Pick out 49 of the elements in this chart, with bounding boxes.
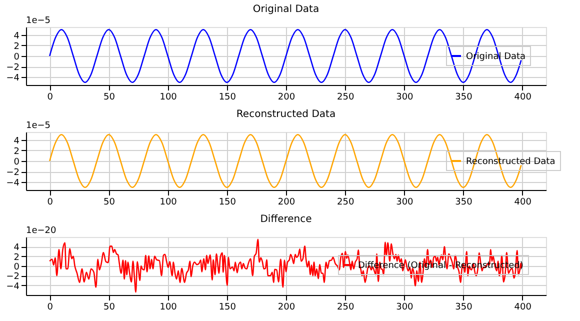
y-tick-label: 0: [14, 158, 20, 168]
y-tick-label: −2: [6, 168, 20, 178]
x-tick-label: 250: [336, 198, 354, 208]
chart-title: Reconstructed Data: [236, 109, 336, 120]
y-tick-label: −4: [6, 74, 20, 84]
x-tick-label: 200: [278, 198, 296, 208]
y-tick-label: 4: [14, 31, 20, 42]
x-tick-label: 300: [396, 92, 414, 102]
x-tick-label: 400: [514, 198, 532, 208]
x-tick-label: 50: [104, 92, 116, 102]
x-tick-label: 100: [160, 302, 178, 312]
x-tick-label: 150: [218, 92, 236, 102]
x-tick-label: 250: [336, 92, 354, 102]
text: 1e−20: [26, 226, 57, 236]
x-tick-label: 350: [455, 302, 473, 312]
x-tick-label: 50: [104, 198, 116, 208]
x-tick-label: 250: [336, 302, 354, 312]
x-tick-label: 300: [396, 302, 414, 312]
x-tick-label: 150: [218, 198, 236, 208]
x-tick-label: 200: [278, 302, 296, 312]
text: 1e−5: [26, 16, 51, 26]
y-tick-label: 4: [14, 243, 20, 254]
x-tick-label: 400: [514, 92, 532, 102]
y-tick-label: −2: [6, 63, 20, 74]
x-tick-label: 0: [47, 302, 54, 312]
chart-title: Original Data: [252, 4, 320, 15]
x-tick-label: 400: [514, 302, 532, 312]
x-tick-label: 0: [47, 198, 54, 208]
x-tick-label: 350: [455, 198, 473, 208]
x-tick-label: 150: [218, 302, 236, 312]
x-tick-label: 200: [278, 92, 296, 102]
x-tick-label: 100: [160, 198, 178, 208]
y-tick-label: 4: [14, 136, 20, 146]
chart-title: Difference: [260, 214, 312, 225]
y-tick-label: −4: [6, 282, 20, 292]
text: 1e−5: [26, 121, 51, 131]
y-tick-label: −2: [6, 272, 20, 282]
line-series: [48, 238, 522, 293]
y-tick-label: 0: [14, 52, 20, 62]
x-tick-label: 100: [160, 92, 178, 102]
x-tick-label: 300: [396, 198, 414, 208]
x-tick-label: 0: [47, 92, 54, 102]
y-tick-label: 0: [14, 262, 20, 272]
x-tick-label: 50: [104, 302, 116, 312]
y-tick-label: 2: [14, 146, 20, 157]
y-tick-label: −4: [6, 178, 20, 189]
x-tick-label: 350: [455, 92, 473, 102]
y-tick-label: 2: [14, 42, 20, 52]
y-tick-label: 2: [14, 252, 20, 263]
